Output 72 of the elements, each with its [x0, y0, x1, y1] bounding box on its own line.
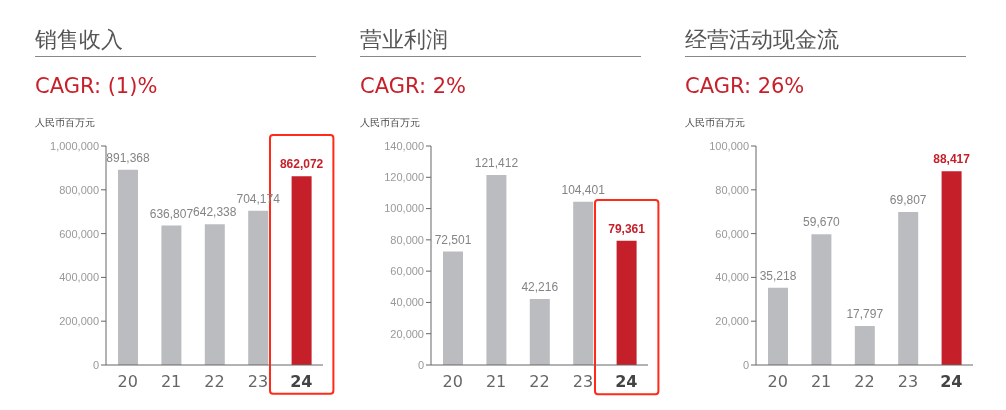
data-label: 79,361	[608, 221, 646, 236]
data-label: 88,417	[933, 152, 971, 167]
bar	[161, 225, 182, 365]
y-tick-label: 0	[417, 358, 424, 371]
y-tick-label: 20,000	[715, 315, 749, 328]
y-tick-label: 80,000	[715, 183, 749, 196]
x-tick-label: 23	[897, 372, 919, 391]
x-tick-label: 20	[767, 372, 788, 391]
y-tick-label: 80,000	[390, 233, 424, 246]
bar	[768, 287, 788, 365]
y-tick-label: 1,000,000	[50, 139, 99, 152]
y-axis-title: 人民币百万元	[360, 116, 420, 130]
y-tick-label: 40,000	[715, 271, 749, 284]
data-label: 636,807	[149, 206, 194, 221]
bar	[616, 240, 637, 365]
data-label: 42,216	[521, 279, 559, 294]
x-tick-label: 24	[940, 372, 963, 391]
y-tick-label: 60,000	[715, 227, 749, 240]
y-tick-label: 600,000	[59, 227, 99, 240]
bar	[204, 224, 225, 365]
x-tick-label: 20	[117, 372, 138, 391]
chart-subtitle: CAGR: 2%	[360, 74, 466, 98]
y-axis-title: 人民币百万元	[35, 116, 95, 130]
y-tick-label: 400,000	[59, 271, 99, 284]
bar	[443, 251, 463, 365]
chart-subtitle: CAGR: (1)%	[35, 74, 158, 98]
data-label: 72,501	[434, 232, 472, 247]
y-tick-label: 60,000	[390, 265, 424, 278]
x-tick-label: 21	[810, 372, 832, 391]
y-tick-label: 0	[742, 358, 749, 371]
y-tick-label: 140,000	[384, 139, 424, 152]
y-tick-label: 0	[92, 358, 99, 371]
chart-title: 营业利润	[360, 26, 641, 57]
bar	[248, 210, 269, 365]
bar	[941, 171, 962, 365]
data-label: 862,072	[279, 157, 324, 172]
bar	[811, 234, 832, 365]
data-label: 17,797	[846, 307, 884, 322]
chart-title: 经营活动现金流	[685, 26, 966, 57]
data-label: 69,807	[889, 193, 927, 208]
y-tick-label: 120,000	[384, 171, 424, 184]
bar	[291, 176, 312, 365]
chart-title: 销售收入	[35, 26, 316, 57]
chart-subtitle: CAGR: 26%	[685, 74, 805, 98]
x-tick-label: 21	[485, 372, 507, 391]
x-tick-label: 21	[160, 372, 182, 391]
data-label: 104,401	[561, 182, 606, 197]
bar	[898, 212, 919, 365]
bar	[854, 326, 875, 365]
y-tick-label: 20,000	[390, 327, 424, 340]
y-tick-label: 100,000	[384, 202, 424, 215]
bar	[486, 175, 507, 365]
x-tick-label: 24	[615, 372, 638, 391]
x-tick-label: 24	[290, 372, 313, 391]
bar	[529, 298, 550, 365]
x-tick-label: 22	[529, 372, 550, 391]
y-tick-label: 100,000	[709, 139, 749, 152]
y-tick-label: 200,000	[59, 315, 99, 328]
x-tick-label: 22	[854, 372, 875, 391]
x-tick-label: 23	[572, 372, 594, 391]
data-label: 642,338	[193, 205, 237, 220]
x-tick-label: 22	[204, 372, 225, 391]
data-label: 59,670	[803, 215, 841, 230]
x-tick-label: 20	[442, 372, 463, 391]
bar	[118, 169, 138, 365]
data-label: 121,412	[474, 156, 519, 171]
data-label: 35,218	[759, 268, 797, 283]
bar	[573, 201, 594, 365]
y-axis-title: 人民币百万元	[685, 116, 745, 130]
y-tick-label: 800,000	[59, 183, 99, 196]
x-tick-label: 23	[247, 372, 269, 391]
y-tick-label: 40,000	[390, 296, 424, 309]
